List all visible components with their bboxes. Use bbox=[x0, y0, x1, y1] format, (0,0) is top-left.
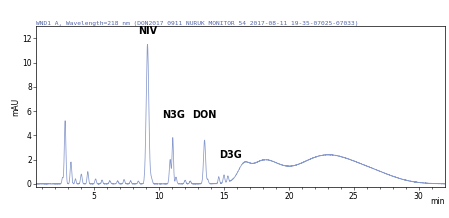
Text: min: min bbox=[430, 197, 445, 206]
Text: D3G: D3G bbox=[219, 150, 242, 160]
Y-axis label: mAU: mAU bbox=[12, 98, 21, 116]
Text: N3G: N3G bbox=[162, 110, 185, 119]
Text: NIV: NIV bbox=[138, 26, 157, 36]
Text: WND1 A, Wavelength=218 nm (DON2017 0911 NURUK MONITOR_54 2017-08-11 19-35-07025-: WND1 A, Wavelength=218 nm (DON2017 0911 … bbox=[36, 20, 358, 26]
Text: DON: DON bbox=[192, 110, 217, 119]
